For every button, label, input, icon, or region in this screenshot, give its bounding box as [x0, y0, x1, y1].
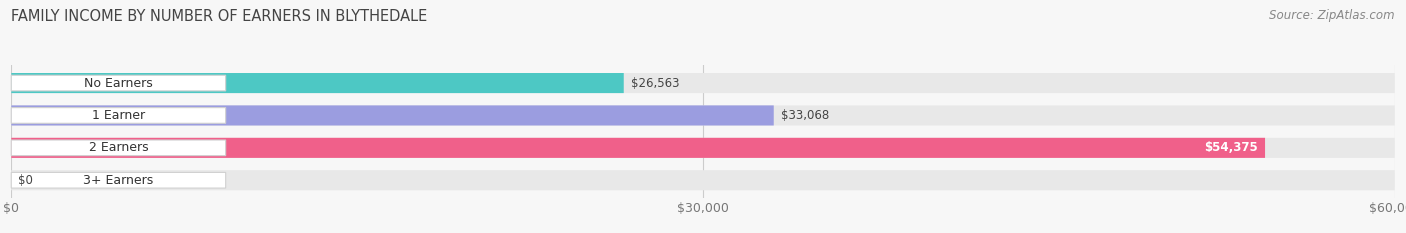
Text: 3+ Earners: 3+ Earners: [83, 174, 153, 187]
Text: 1 Earner: 1 Earner: [91, 109, 145, 122]
FancyBboxPatch shape: [11, 170, 1395, 190]
Text: No Earners: No Earners: [84, 77, 153, 89]
FancyBboxPatch shape: [11, 138, 1265, 158]
FancyBboxPatch shape: [11, 75, 226, 91]
Text: $0: $0: [18, 174, 32, 187]
Text: 2 Earners: 2 Earners: [89, 141, 148, 154]
Text: $54,375: $54,375: [1205, 141, 1258, 154]
FancyBboxPatch shape: [11, 105, 773, 126]
FancyBboxPatch shape: [11, 138, 1395, 158]
FancyBboxPatch shape: [11, 73, 624, 93]
Text: FAMILY INCOME BY NUMBER OF EARNERS IN BLYTHEDALE: FAMILY INCOME BY NUMBER OF EARNERS IN BL…: [11, 9, 427, 24]
FancyBboxPatch shape: [11, 105, 1395, 126]
FancyBboxPatch shape: [11, 140, 226, 156]
Text: Source: ZipAtlas.com: Source: ZipAtlas.com: [1270, 9, 1395, 22]
Text: $33,068: $33,068: [780, 109, 830, 122]
FancyBboxPatch shape: [11, 172, 226, 188]
Text: $26,563: $26,563: [631, 77, 679, 89]
FancyBboxPatch shape: [11, 73, 1395, 93]
FancyBboxPatch shape: [11, 108, 226, 123]
